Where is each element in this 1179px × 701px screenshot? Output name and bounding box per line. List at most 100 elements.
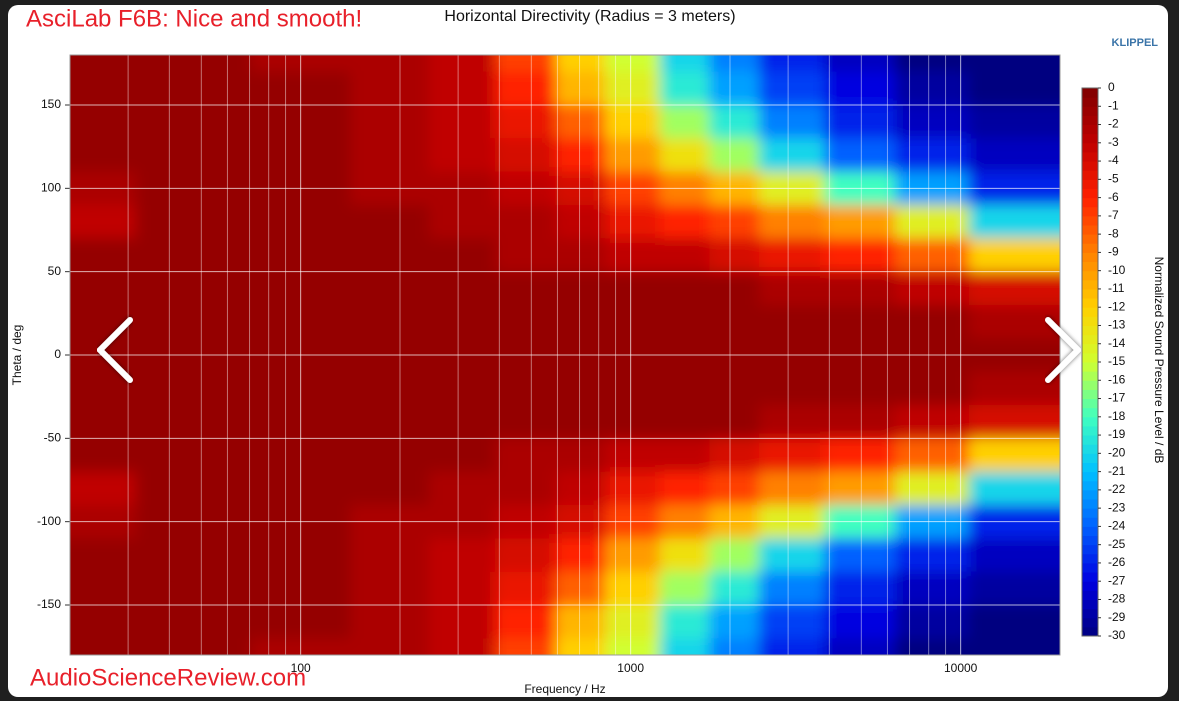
y-axis-label: Theta / deg <box>10 325 24 386</box>
heat-cell <box>494 71 557 106</box>
y-tick-label: 150 <box>41 97 61 111</box>
heat-cell <box>350 55 431 73</box>
heat-cell <box>70 571 137 606</box>
heat-cell <box>555 538 607 573</box>
heat-cell <box>968 571 1060 606</box>
prev-arrow[interactable] <box>95 317 133 383</box>
heat-cell <box>555 105 607 140</box>
colorbar-tick-label: -20 <box>1108 446 1126 460</box>
heat-cell <box>135 638 252 655</box>
heat-cell <box>759 371 826 406</box>
heat-cell <box>70 138 137 173</box>
colorbar-tick-label: -12 <box>1108 299 1126 313</box>
colorbar-segment <box>1082 517 1098 527</box>
colorbar-segment <box>1082 508 1098 518</box>
heat-cell <box>709 171 761 206</box>
heat-cell <box>429 205 496 240</box>
heat-cell <box>659 405 711 440</box>
colorbar-segment <box>1082 142 1098 153</box>
colorbar-segment <box>1082 252 1098 263</box>
heat-cell <box>659 538 711 573</box>
heat-cell <box>555 71 607 106</box>
colorbar-segment <box>1082 170 1098 180</box>
colorbar-segment <box>1082 298 1098 308</box>
colorbar-segment <box>1082 215 1098 226</box>
heat-cell <box>824 571 896 606</box>
next-arrow[interactable] <box>1045 317 1083 383</box>
heat-cell <box>709 471 761 506</box>
heat-cell <box>429 538 496 573</box>
colorbar-tick-label: -7 <box>1108 208 1119 222</box>
colorbar-segment <box>1082 133 1098 144</box>
heatmap <box>70 55 1060 655</box>
colorbar-segment <box>1082 88 1098 98</box>
heat-cell <box>555 55 607 73</box>
colorbar-tick-label: -19 <box>1108 427 1126 441</box>
heat-cell <box>605 438 661 473</box>
heat-cell <box>759 571 826 606</box>
colorbar-segment <box>1082 371 1098 381</box>
heat-cell <box>429 605 496 640</box>
heat-cell <box>968 105 1060 140</box>
heat-cell <box>824 55 896 73</box>
heat-cell <box>895 371 970 406</box>
heat-cell <box>659 305 711 340</box>
heat-cell <box>968 371 1060 406</box>
colorbar-segment <box>1082 206 1098 217</box>
heat-cell <box>824 71 896 106</box>
heat-cell <box>70 171 137 206</box>
heat-cell <box>555 305 607 340</box>
colorbar-tick-label: -8 <box>1108 226 1119 240</box>
heat-cell <box>494 371 557 406</box>
heat-cell <box>70 605 137 640</box>
heat-cell <box>709 371 761 406</box>
colorbar-segment <box>1082 124 1098 135</box>
heat-cell <box>429 638 496 655</box>
heat-cell <box>350 205 431 240</box>
heat-cell <box>709 305 761 340</box>
heat-cell <box>605 105 661 140</box>
heat-cell <box>824 305 896 340</box>
colorbar-tick-label: -4 <box>1108 153 1119 167</box>
heat-cell <box>605 371 661 406</box>
colorbar-tick-label: -6 <box>1108 190 1119 204</box>
heat-cell <box>494 171 557 206</box>
colorbar-segment <box>1082 480 1098 491</box>
colorbar-segment <box>1082 471 1098 482</box>
heat-cell <box>350 71 431 106</box>
colorbar-tick-label: -29 <box>1108 610 1126 624</box>
colorbar-segment <box>1082 261 1098 272</box>
colorbar-segment <box>1082 97 1098 107</box>
colorbar-tick-label: -13 <box>1108 318 1126 332</box>
colorbar-segment <box>1082 161 1098 171</box>
y-tick-label: 50 <box>48 264 62 278</box>
heat-cell <box>759 471 826 506</box>
heat-cell <box>350 438 431 473</box>
heat-cell <box>555 271 607 306</box>
chart-title: Horizontal Directivity (Radius = 3 meter… <box>444 8 735 25</box>
colorbar-tick-label: -22 <box>1108 482 1126 496</box>
heat-cell <box>135 438 252 473</box>
heat-cell <box>350 471 431 506</box>
colorbar-segment <box>1082 279 1098 290</box>
heat-cell <box>494 638 557 655</box>
heat-cell <box>605 405 661 440</box>
heat-cell <box>494 538 557 573</box>
heat-cell <box>555 138 607 173</box>
heat-cell <box>605 55 661 73</box>
colorbar-tick-label: -18 <box>1108 409 1126 423</box>
heat-cell <box>350 538 431 573</box>
heat-cell <box>895 638 970 655</box>
heat-cell <box>709 138 761 173</box>
colorbar-tick-label: -26 <box>1108 555 1126 569</box>
colorbar-segment <box>1082 362 1098 372</box>
colorbar-tick-label: -17 <box>1108 391 1126 405</box>
axes: 100 1000 10000 -150 -100 -50 0 50 100 150 0 -1 -2 -3 -… <box>37 54 1126 675</box>
heat-cell <box>494 271 557 306</box>
heat-cell <box>135 71 252 106</box>
colorbar-segment <box>1082 425 1098 436</box>
heat-cell <box>659 471 711 506</box>
heat-cell <box>494 205 557 240</box>
heat-cell <box>659 105 711 140</box>
colorbar-tick-label: -5 <box>1108 172 1119 186</box>
